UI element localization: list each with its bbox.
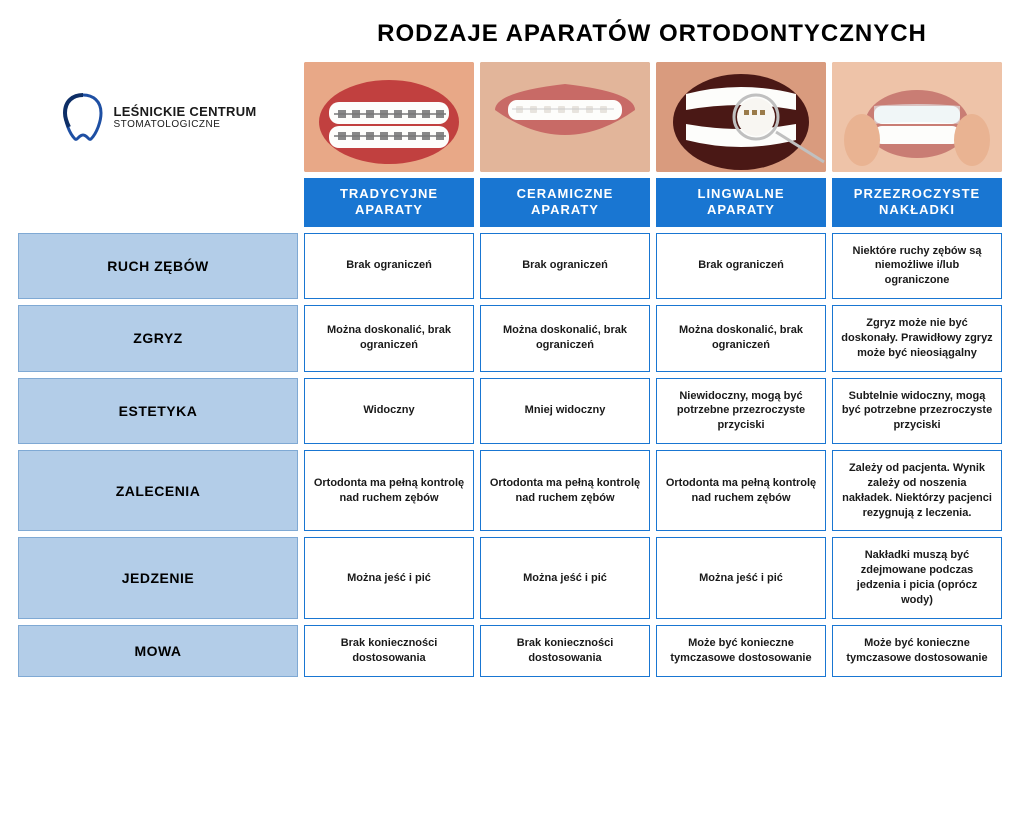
cell-5-0: Brak konieczności dostosowania bbox=[304, 625, 474, 677]
col-header-1: CERAMICZNE APARATY bbox=[480, 178, 650, 227]
cell-0-2: Brak ograniczeń bbox=[656, 233, 826, 300]
col-header-0: TRADYCYJNE APARATY bbox=[304, 178, 474, 227]
clinic-logo: LEŚNICKIE CENTRUM STOMATOLOGICZNE bbox=[59, 91, 256, 143]
cell-4-2: Można jeść i pić bbox=[656, 537, 826, 618]
comparison-table: LEŚNICKIE CENTRUM STOMATOLOGICZNE bbox=[18, 62, 1006, 677]
photo-metal-braces bbox=[304, 62, 474, 172]
row-header-5: MOWA bbox=[18, 625, 298, 677]
photo-clear-aligners bbox=[832, 62, 1002, 172]
logo-text-line1: LEŚNICKIE CENTRUM bbox=[113, 105, 256, 118]
row-header-1: ZGRYZ bbox=[18, 305, 298, 372]
tooth-icon bbox=[59, 91, 107, 143]
cell-2-0: Widoczny bbox=[304, 378, 474, 445]
cell-2-2: Niewidoczny, mogą być potrzebne przezroc… bbox=[656, 378, 826, 445]
cell-5-3: Może być konieczne tymczasowe dostosowan… bbox=[832, 625, 1002, 677]
cell-0-3: Niektóre ruchy zębów są niemożliwe i/lub… bbox=[832, 233, 1002, 300]
cell-2-1: Mniej widoczny bbox=[480, 378, 650, 445]
cell-4-0: Można jeść i pić bbox=[304, 537, 474, 618]
cell-5-2: Może być konieczne tymczasowe dostosowan… bbox=[656, 625, 826, 677]
cell-3-0: Ortodonta ma pełną kontrolę nad ruchem z… bbox=[304, 450, 474, 531]
cell-0-0: Brak ograniczeń bbox=[304, 233, 474, 300]
photo-ceramic-braces bbox=[480, 62, 650, 172]
cell-5-1: Brak konieczności dostosowania bbox=[480, 625, 650, 677]
cell-1-2: Można doskonalić, brak ograniczeń bbox=[656, 305, 826, 372]
row-header-0: RUCH ZĘBÓW bbox=[18, 233, 298, 300]
cell-1-3: Zgryz może nie być doskonały. Prawidłowy… bbox=[832, 305, 1002, 372]
cell-4-1: Można jeść i pić bbox=[480, 537, 650, 618]
cell-3-3: Zależy od pacjenta. Wynik zależy od nosz… bbox=[832, 450, 1002, 531]
logo-cell: LEŚNICKIE CENTRUM STOMATOLOGICZNE bbox=[18, 62, 298, 172]
col-header-3: PRZEZROCZYSTE NAKŁADKI bbox=[832, 178, 1002, 227]
page-title: RODZAJE APARATÓW ORTODONTYCZNYCH bbox=[298, 20, 1006, 48]
cell-0-1: Brak ograniczeń bbox=[480, 233, 650, 300]
cell-3-2: Ortodonta ma pełną kontrolę nad ruchem z… bbox=[656, 450, 826, 531]
row-header-2: ESTETYKA bbox=[18, 378, 298, 445]
cell-4-3: Nakładki muszą być zdejmowane podczas je… bbox=[832, 537, 1002, 618]
row-header-3: ZALECENIA bbox=[18, 450, 298, 531]
cell-1-1: Można doskonalić, brak ograniczeń bbox=[480, 305, 650, 372]
cell-3-1: Ortodonta ma pełną kontrolę nad ruchem z… bbox=[480, 450, 650, 531]
cell-2-3: Subtelnie widoczny, mogą być potrzebne p… bbox=[832, 378, 1002, 445]
row-header-4: JEDZENIE bbox=[18, 537, 298, 618]
photo-lingual-braces bbox=[656, 62, 826, 172]
logo-text-line2: STOMATOLOGICZNE bbox=[113, 120, 256, 130]
cell-1-0: Można doskonalić, brak ograniczeń bbox=[304, 305, 474, 372]
col-header-2: LINGWALNE APARATY bbox=[656, 178, 826, 227]
empty-corner bbox=[18, 178, 298, 227]
